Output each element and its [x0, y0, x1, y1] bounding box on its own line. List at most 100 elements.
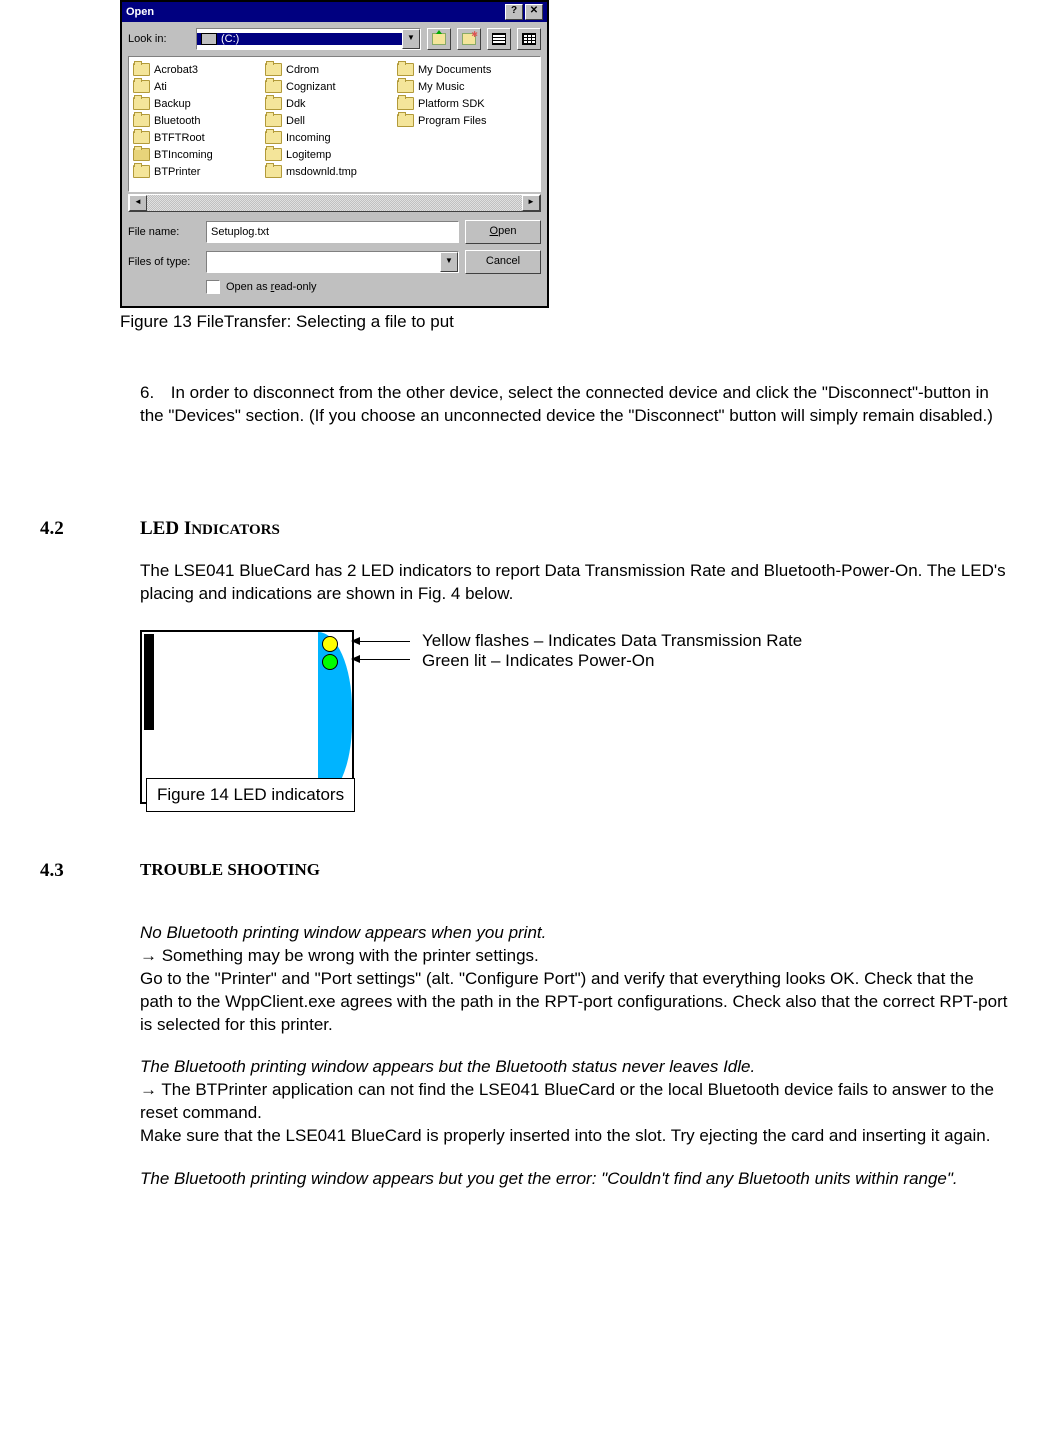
new-folder-icon [462, 33, 476, 45]
file-name-label: File name: [128, 226, 200, 238]
dialog-body: Look in: (C:) ▼ Acrobat3AtiBackupBluetoo… [122, 22, 547, 306]
trouble-question: The Bluetooth printing window appears bu… [140, 1056, 1010, 1079]
file-item-label: Bluetooth [154, 115, 200, 127]
folder-icon [133, 63, 150, 76]
folder-icon [265, 148, 282, 161]
green-led-label: Green lit – Indicates Power-On [422, 651, 654, 671]
figure14-caption: Figure 14 LED indicators [146, 778, 355, 812]
scroll-right-button[interactable]: ► [522, 195, 540, 211]
list-view-icon [492, 33, 506, 45]
file-item[interactable]: msdownld.tmp [263, 163, 395, 180]
file-item-label: BTPrinter [154, 166, 200, 178]
trouble-question: No Bluetooth printing window appears whe… [140, 922, 1010, 945]
scroll-track[interactable] [147, 195, 522, 211]
folder-icon [397, 80, 414, 93]
folder-icon [133, 80, 150, 93]
file-item[interactable]: Program Files [395, 112, 527, 129]
file-item-label: Cdrom [286, 64, 319, 76]
trouble-answer-line: → The BTPrinter application can not find… [140, 1079, 1010, 1125]
drive-label: (C:) [221, 33, 239, 45]
file-item[interactable]: BTIncoming [131, 146, 263, 163]
folder-icon [265, 80, 282, 93]
page: Open ? ✕ Look in: (C:) ▼ Acrobat3AtiBa [0, 0, 1055, 1231]
folder-up-icon [432, 33, 446, 45]
new-folder-button[interactable] [457, 28, 481, 50]
trouble-item-2: The Bluetooth printing window appears bu… [140, 1056, 1010, 1148]
dropdown-icon[interactable]: ▼ [440, 252, 458, 272]
scroll-left-button[interactable]: ◄ [129, 195, 147, 211]
folder-icon [265, 131, 282, 144]
file-item[interactable]: Ddk [263, 95, 395, 112]
file-item[interactable]: Ati [131, 78, 263, 95]
connector-icon [144, 634, 154, 730]
folder-icon [397, 97, 414, 110]
folder-icon [133, 97, 150, 110]
file-item[interactable]: Bluetooth [131, 112, 263, 129]
folder-icon [133, 165, 150, 178]
details-view-button[interactable] [517, 28, 541, 50]
file-item[interactable]: Cognizant [263, 78, 395, 95]
up-one-level-button[interactable] [427, 28, 451, 50]
figure13-caption: Figure 13 FileTransfer: Selecting a file… [120, 312, 1015, 332]
section-number: 4.2 [40, 518, 140, 540]
file-type-select[interactable]: ▼ [206, 251, 459, 273]
open-button[interactable]: Open [465, 220, 541, 244]
file-item[interactable]: Incoming [263, 129, 395, 146]
trouble-item-3: The Bluetooth printing window appears bu… [140, 1168, 1010, 1191]
section-4-3-heading: 4.3 TROUBLE SHOOTING [40, 860, 1015, 882]
trouble-item-1: No Bluetooth printing window appears whe… [140, 922, 1010, 1037]
list-view-button[interactable] [487, 28, 511, 50]
figure14: Yellow flashes – Indicates Data Transmis… [140, 630, 840, 840]
cancel-button[interactable]: Cancel [465, 250, 541, 274]
file-item-label: BTIncoming [154, 149, 213, 161]
open-dialog: Open ? ✕ Look in: (C:) ▼ Acrobat3AtiBa [120, 0, 549, 308]
section-4-2-para: The LSE041 BlueCard has 2 LED indicators… [140, 560, 1010, 606]
folder-icon [397, 63, 414, 76]
file-type-label: Files of type: [128, 256, 200, 268]
file-item[interactable]: Acrobat3 [131, 61, 263, 78]
file-name-input[interactable]: Setuplog.txt [206, 221, 459, 243]
trouble-question: The Bluetooth printing window appears bu… [140, 1168, 1010, 1191]
folder-icon [265, 97, 282, 110]
folder-icon [265, 63, 282, 76]
folder-icon [133, 131, 150, 144]
file-item-label: Ati [154, 81, 167, 93]
file-item[interactable]: Cdrom [263, 61, 395, 78]
folder-icon [265, 114, 282, 127]
file-item-label: Cognizant [286, 81, 336, 93]
file-item-label: BTFTRoot [154, 132, 205, 144]
dropdown-icon[interactable]: ▼ [402, 29, 420, 49]
section-title: TROUBLE SHOOTING [140, 860, 320, 882]
file-item-label: My Documents [418, 64, 491, 76]
section-title: LED INDICATORS [140, 518, 280, 540]
green-led-icon [322, 654, 338, 670]
file-item[interactable]: My Documents [395, 61, 527, 78]
trouble-answer-line: Make sure that the LSE041 BlueCard is pr… [140, 1125, 1010, 1148]
drive-icon [201, 33, 217, 45]
file-item[interactable]: BTFTRoot [131, 129, 263, 146]
horizontal-scrollbar[interactable]: ◄ ► [128, 194, 541, 212]
close-button[interactable]: ✕ [525, 4, 543, 20]
folder-icon [265, 165, 282, 178]
step-6: 6. In order to disconnect from the other… [140, 382, 1010, 428]
details-view-icon [522, 33, 536, 45]
dialog-title: Open [126, 6, 503, 18]
file-item-label: Platform SDK [418, 98, 485, 110]
file-item[interactable]: BTPrinter [131, 163, 263, 180]
file-item-label: Logitemp [286, 149, 331, 161]
file-item[interactable]: My Music [395, 78, 527, 95]
look-in-select[interactable]: (C:) ▼ [196, 28, 421, 50]
yellow-led-icon [322, 636, 338, 652]
file-item[interactable]: Backup [131, 95, 263, 112]
file-item-label: My Music [418, 81, 464, 93]
trouble-answer-line: → Something may be wrong with the printe… [140, 945, 1010, 968]
help-button[interactable]: ? [505, 4, 523, 20]
folder-icon [397, 114, 414, 127]
file-item[interactable]: Dell [263, 112, 395, 129]
file-item[interactable]: Logitemp [263, 146, 395, 163]
file-item-label: Incoming [286, 132, 331, 144]
file-list-pane[interactable]: Acrobat3 Ati Backup Bluetooth BTFTRoot BTInco… [128, 56, 541, 192]
file-item[interactable]: Platform SDK [395, 95, 527, 112]
readonly-checkbox[interactable] [206, 280, 220, 294]
step-text: In order to disconnect from the other de… [140, 383, 993, 425]
